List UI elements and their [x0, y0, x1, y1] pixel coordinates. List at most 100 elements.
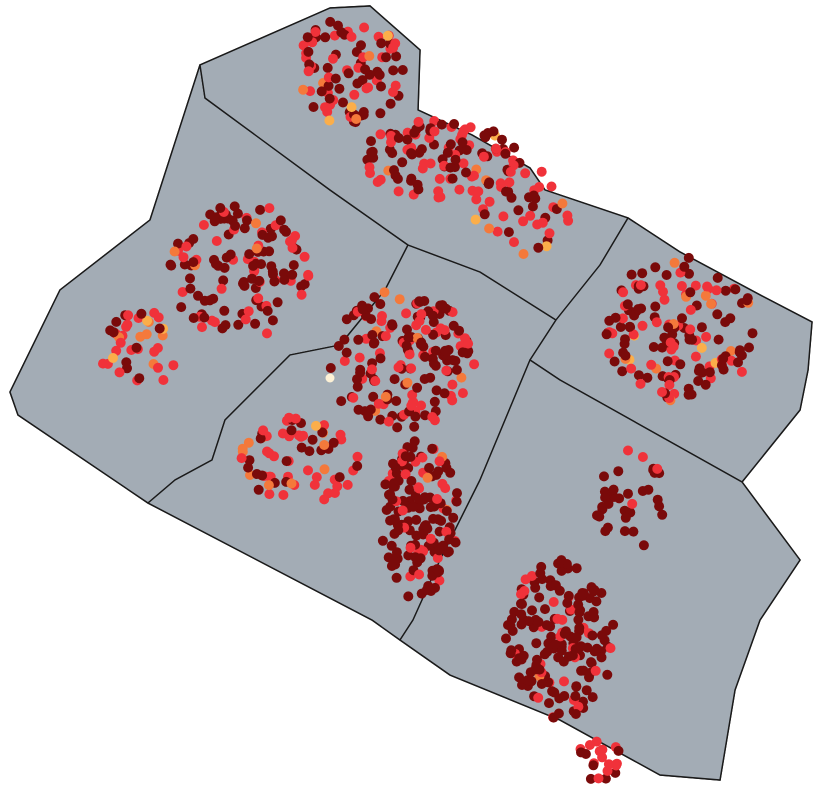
map-point-very-high[interactable] — [352, 381, 363, 392]
map-point-very-high[interactable] — [286, 425, 297, 436]
map-point-very-high[interactable] — [573, 599, 584, 610]
map-point-medium[interactable] — [364, 51, 375, 61]
map-point-very-high[interactable] — [505, 648, 516, 659]
map-point-high[interactable] — [328, 53, 338, 64]
map-point-very-high[interactable] — [325, 363, 336, 373]
map-point-very-high[interactable] — [360, 64, 371, 75]
map-point-high[interactable] — [702, 281, 713, 292]
map-point-very-high[interactable] — [412, 382, 423, 393]
map-point-high[interactable] — [618, 287, 629, 298]
map-point-very-high[interactable] — [381, 52, 391, 63]
map-point-high[interactable] — [197, 322, 207, 333]
map-point-very-high[interactable] — [219, 305, 230, 316]
map-point-high[interactable] — [309, 479, 320, 490]
map-point-very-high[interactable] — [435, 300, 446, 311]
map-point-high[interactable] — [533, 692, 544, 703]
map-point-very-high[interactable] — [242, 215, 252, 226]
map-point-very-high[interactable] — [376, 81, 386, 92]
map-point-very-high[interactable] — [633, 370, 644, 381]
map-point-very-high[interactable] — [430, 345, 441, 356]
map-point-medium[interactable] — [456, 372, 467, 383]
map-point-very-high[interactable] — [637, 268, 648, 279]
map-point-very-high[interactable] — [403, 591, 414, 602]
map-point-very-high[interactable] — [526, 676, 537, 687]
map-point-high[interactable] — [646, 359, 657, 370]
map-point-very-high[interactable] — [661, 270, 672, 280]
map-point-very-low[interactable] — [325, 373, 335, 383]
map-point-high[interactable] — [628, 329, 639, 340]
map-point-very-high[interactable] — [509, 142, 520, 153]
map-point-very-high[interactable] — [679, 261, 690, 272]
map-point-very-high[interactable] — [461, 145, 472, 155]
map-point-very-high[interactable] — [626, 269, 637, 280]
map-point-very-high[interactable] — [233, 319, 244, 330]
map-point-very-high[interactable] — [388, 458, 398, 469]
map-point-very-high[interactable] — [615, 322, 626, 332]
map-point-high[interactable] — [405, 542, 416, 553]
map-point-very-high[interactable] — [419, 296, 430, 306]
map-point-high[interactable] — [413, 116, 424, 127]
map-point-very-high[interactable] — [527, 201, 538, 212]
map-point-very-high[interactable] — [413, 184, 424, 195]
map-point-very-high[interactable] — [683, 252, 694, 263]
map-point-very-high[interactable] — [410, 552, 421, 563]
map-point-high[interactable] — [209, 317, 220, 328]
map-point-high[interactable] — [364, 162, 375, 173]
map-point-very-high[interactable] — [675, 359, 686, 370]
map-point-medium[interactable] — [319, 464, 330, 475]
map-point-very-high[interactable] — [266, 261, 277, 272]
map-point-very-high[interactable] — [304, 446, 315, 457]
map-point-very-high[interactable] — [704, 367, 715, 378]
map-point-high[interactable] — [657, 387, 667, 397]
map-point-very-high[interactable] — [199, 312, 210, 323]
map-point-very-high[interactable] — [256, 259, 267, 270]
map-point-very-high[interactable] — [516, 609, 527, 620]
map-point-high[interactable] — [447, 395, 458, 406]
map-point-very-high[interactable] — [393, 133, 404, 143]
map-point-high[interactable] — [401, 308, 412, 319]
map-point-high[interactable] — [354, 352, 365, 363]
map-point-very-high[interactable] — [367, 330, 378, 340]
map-point-high[interactable] — [367, 364, 377, 375]
map-point-very-high[interactable] — [165, 259, 176, 270]
map-point-high[interactable] — [269, 451, 279, 462]
map-point-very-high[interactable] — [230, 220, 241, 231]
map-point-very-high[interactable] — [239, 223, 250, 234]
map-point-very-high[interactable] — [556, 555, 567, 566]
map-point-very-high[interactable] — [257, 470, 268, 481]
map-point-very-high[interactable] — [322, 62, 333, 73]
map-point-very-high[interactable] — [416, 144, 427, 155]
map-point-very-high[interactable] — [397, 157, 408, 168]
map-point-very-high[interactable] — [439, 388, 450, 399]
map-point-high[interactable] — [375, 129, 386, 140]
map-point-very-high[interactable] — [505, 620, 516, 631]
map-point-high[interactable] — [604, 348, 615, 359]
map-point-high[interactable] — [404, 349, 415, 360]
map-point-high[interactable] — [253, 293, 264, 304]
map-point-high[interactable] — [149, 307, 160, 318]
map-point-very-high[interactable] — [586, 658, 597, 669]
map-point-very-high[interactable] — [591, 596, 602, 607]
map-point-very-high[interactable] — [185, 273, 195, 284]
map-point-very-high[interactable] — [188, 313, 199, 323]
map-point-high[interactable] — [178, 252, 189, 263]
map-point-very-high[interactable] — [324, 93, 335, 104]
map-point-very-high[interactable] — [718, 353, 729, 364]
map-point-very-high[interactable] — [268, 269, 278, 280]
map-point-very-high[interactable] — [375, 353, 386, 364]
map-point-high[interactable] — [416, 400, 427, 411]
map-point-very-high[interactable] — [528, 190, 539, 201]
map-point-very-high[interactable] — [411, 514, 422, 525]
map-point-very-high[interactable] — [445, 467, 456, 478]
map-point-high[interactable] — [393, 362, 404, 373]
map-point-medium[interactable] — [379, 287, 390, 298]
map-point-high[interactable] — [593, 773, 604, 784]
map-point-high[interactable] — [429, 126, 440, 137]
map-point-very-high[interactable] — [448, 512, 459, 523]
map-point-high[interactable] — [597, 744, 608, 755]
map-point-high[interactable] — [181, 241, 192, 252]
map-point-very-high[interactable] — [602, 522, 613, 533]
map-point-very-high[interactable] — [733, 357, 743, 368]
map-point-very-high[interactable] — [388, 65, 399, 76]
map-point-high[interactable] — [433, 186, 444, 197]
